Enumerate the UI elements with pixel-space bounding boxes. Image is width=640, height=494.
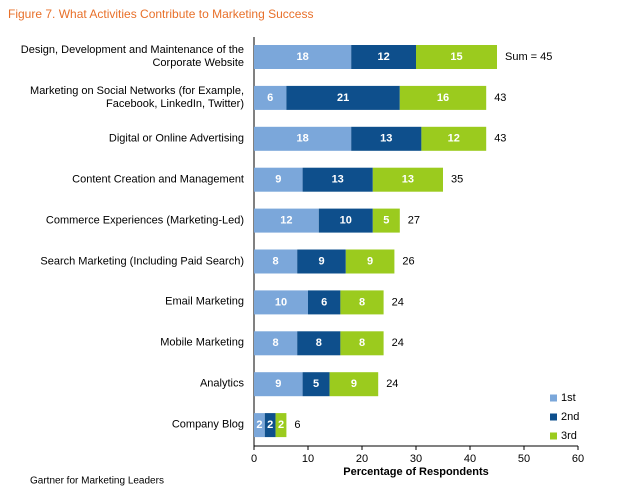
bar-segment [254, 126, 352, 151]
segment-label: 6 [321, 296, 327, 308]
x-tick-label: 10 [302, 453, 314, 465]
segment-label: 2 [267, 419, 273, 431]
bar-segment [254, 85, 287, 110]
segment-label: 8 [316, 337, 322, 349]
segment-label: 2 [256, 419, 262, 431]
bar-segment [318, 208, 373, 233]
total-label: Sum = 45 [505, 51, 552, 63]
legend-swatch [550, 394, 557, 402]
bar-segment [302, 167, 373, 192]
x-tick-label: 30 [410, 453, 422, 465]
bar-segment [254, 413, 265, 438]
segment-label: 6 [267, 92, 273, 104]
segment-label: 2 [278, 419, 284, 431]
bar-segment [351, 126, 422, 151]
bar-segment [297, 249, 346, 274]
category-label: Digital or Online Advertising [108, 132, 244, 145]
total-label: 43 [494, 133, 506, 145]
segment-label: 13 [332, 174, 344, 186]
bar-segment [264, 413, 276, 438]
segment-label: 8 [359, 296, 365, 308]
segment-label: 10 [275, 296, 287, 308]
footer: Gartner for Marketing Leaders [30, 476, 164, 487]
bar-segment [254, 249, 298, 274]
category-label: Analytics [199, 377, 244, 390]
bar-segment [308, 290, 341, 315]
category-label: Design, Development and Maintenance of t… [20, 44, 244, 69]
segment-label: 9 [367, 255, 373, 267]
x-tick-label: 20 [356, 453, 368, 465]
total-label: 43 [494, 92, 506, 104]
bar-segment [254, 372, 303, 397]
x-tick-label: 60 [572, 453, 584, 465]
category-label: Mobile Marketing [160, 336, 244, 349]
segment-label: 8 [273, 255, 279, 267]
bar-segment [254, 331, 298, 356]
bar-segment [297, 331, 341, 356]
legend-swatch [550, 432, 557, 440]
category-label: Commerce Experiences (Marketing-Led) [45, 214, 244, 227]
legend-label: 2nd [561, 411, 579, 423]
bar-segment [416, 45, 497, 69]
bar-segment [421, 126, 487, 151]
segment-label: 18 [296, 133, 308, 145]
category-label: Search Marketing (Including Paid Search) [40, 255, 244, 267]
bar-segment [254, 290, 308, 315]
category-label: Marketing on Social Networks (for Exampl… [30, 84, 244, 110]
bar-segment [254, 167, 303, 192]
x-tick-label: 50 [518, 453, 530, 465]
segment-label: 8 [359, 337, 365, 349]
segment-label: 5 [383, 215, 389, 227]
total-label: 24 [392, 296, 404, 308]
segment-label: 21 [337, 92, 349, 104]
total-label: 35 [451, 174, 463, 186]
segment-label: 13 [402, 174, 414, 186]
total-label: 26 [402, 255, 414, 267]
segment-label: 13 [380, 133, 392, 145]
segment-label: 5 [313, 378, 319, 390]
bar-segment [275, 413, 287, 438]
chart-title: Figure 7. What Activities Contribute to … [8, 7, 313, 21]
x-axis-title: Percentage of Respondents [343, 466, 488, 478]
legend-label: 1st [561, 392, 576, 404]
bar-segment [329, 372, 379, 397]
segment-label: 12 [377, 51, 389, 63]
total-label: 24 [386, 378, 398, 390]
x-tick-label: 40 [464, 453, 476, 465]
segment-label: 18 [296, 51, 308, 63]
segment-label: 9 [275, 174, 281, 186]
legend-label: 3rd [561, 430, 577, 442]
bar-segment [254, 45, 352, 69]
x-tick-label: 0 [251, 453, 257, 465]
category-label: Company Blog [171, 418, 244, 431]
bar-segment [340, 290, 384, 315]
segment-label: 12 [280, 215, 292, 227]
segment-label: 9 [275, 378, 281, 390]
bar-segment [351, 45, 416, 69]
bar-segment [286, 85, 400, 110]
bar-segment [345, 249, 395, 274]
total-label: 24 [392, 337, 404, 349]
segment-label: 10 [340, 215, 352, 227]
bar-segment [399, 85, 487, 110]
segment-label: 16 [437, 92, 449, 104]
bar-segment [254, 208, 319, 233]
bar-segment [302, 372, 330, 397]
segment-label: 12 [448, 133, 460, 145]
total-label: 6 [294, 419, 300, 431]
bar-segment [372, 208, 400, 233]
segment-label: 15 [450, 51, 462, 63]
bar-segment [340, 331, 384, 356]
segment-label: 9 [318, 255, 324, 267]
category-label: Email Marketing [165, 295, 244, 308]
segment-label: 8 [273, 337, 279, 349]
bar-segment [372, 167, 443, 192]
segment-label: 9 [351, 378, 357, 390]
legend-swatch [550, 413, 557, 421]
total-label: 27 [408, 215, 420, 227]
category-label: Content Creation and Management [72, 173, 244, 186]
